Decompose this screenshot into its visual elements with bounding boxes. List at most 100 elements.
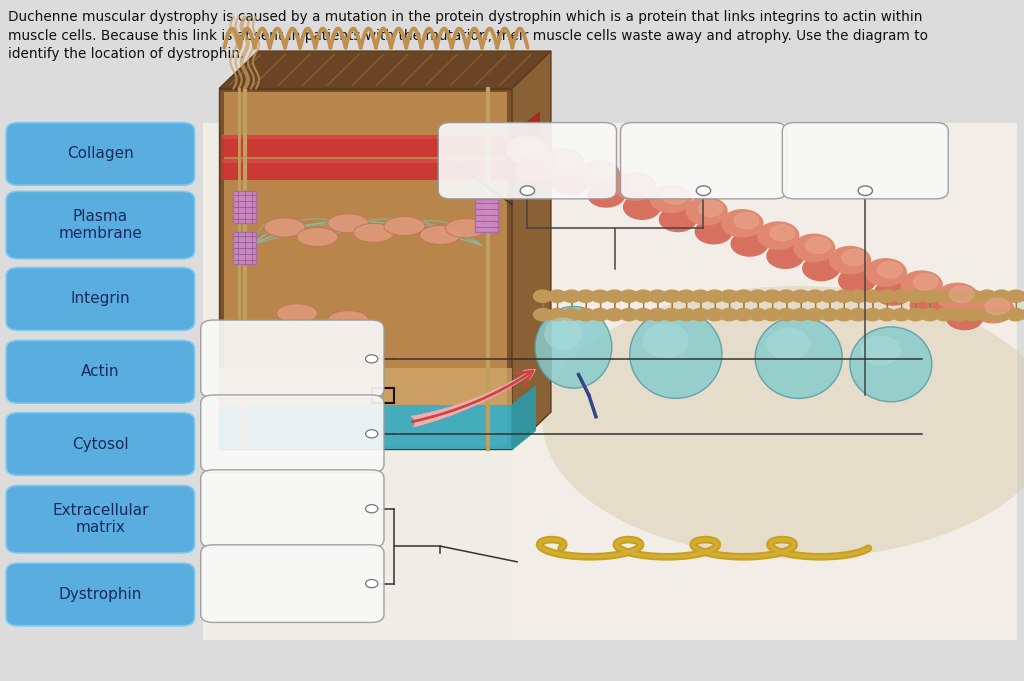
Ellipse shape	[850, 327, 932, 402]
Circle shape	[691, 308, 710, 321]
Circle shape	[763, 290, 781, 302]
Circle shape	[839, 268, 876, 293]
Circle shape	[835, 290, 853, 302]
Circle shape	[663, 188, 687, 204]
FancyBboxPatch shape	[222, 135, 509, 139]
Circle shape	[946, 305, 983, 330]
Circle shape	[562, 290, 581, 302]
Circle shape	[534, 290, 552, 302]
Circle shape	[777, 308, 796, 321]
Ellipse shape	[353, 223, 394, 242]
Circle shape	[949, 308, 968, 321]
Circle shape	[548, 290, 566, 302]
FancyBboxPatch shape	[507, 123, 1017, 640]
Text: Integrin: Integrin	[71, 291, 130, 306]
Circle shape	[591, 308, 609, 321]
FancyBboxPatch shape	[219, 368, 512, 405]
Circle shape	[659, 207, 696, 232]
Circle shape	[973, 296, 1014, 323]
Circle shape	[1021, 308, 1024, 321]
Circle shape	[366, 355, 378, 363]
Circle shape	[892, 308, 910, 321]
Text: Dystrophin: Dystrophin	[58, 587, 142, 602]
Text: Extracellular
matrix: Extracellular matrix	[52, 503, 148, 535]
Circle shape	[763, 308, 781, 321]
Circle shape	[878, 262, 902, 278]
Circle shape	[913, 274, 938, 290]
Circle shape	[534, 308, 552, 321]
FancyBboxPatch shape	[475, 199, 498, 232]
FancyBboxPatch shape	[201, 545, 384, 622]
Circle shape	[695, 219, 732, 244]
FancyBboxPatch shape	[233, 191, 256, 223]
Circle shape	[803, 256, 840, 281]
Circle shape	[878, 308, 896, 321]
FancyBboxPatch shape	[782, 123, 948, 199]
Circle shape	[627, 176, 651, 192]
Circle shape	[878, 290, 896, 302]
Circle shape	[1007, 290, 1024, 302]
FancyBboxPatch shape	[6, 191, 195, 259]
FancyBboxPatch shape	[219, 405, 512, 449]
Ellipse shape	[860, 336, 901, 366]
Circle shape	[770, 225, 795, 241]
Circle shape	[548, 308, 566, 321]
Circle shape	[677, 308, 695, 321]
Circle shape	[579, 161, 620, 188]
Circle shape	[648, 290, 667, 302]
FancyBboxPatch shape	[6, 268, 195, 330]
Circle shape	[849, 290, 867, 302]
Polygon shape	[512, 136, 540, 180]
Ellipse shape	[420, 225, 461, 244]
Circle shape	[992, 308, 1011, 321]
Circle shape	[720, 308, 738, 321]
Polygon shape	[512, 387, 536, 449]
Circle shape	[992, 290, 1011, 302]
Circle shape	[906, 308, 925, 321]
FancyBboxPatch shape	[621, 123, 786, 199]
Polygon shape	[219, 51, 551, 89]
Circle shape	[677, 290, 695, 302]
Circle shape	[985, 298, 1010, 315]
Circle shape	[605, 290, 624, 302]
Circle shape	[749, 308, 767, 321]
Circle shape	[921, 308, 939, 321]
Ellipse shape	[536, 306, 612, 388]
Ellipse shape	[767, 328, 810, 360]
Circle shape	[792, 290, 810, 302]
Circle shape	[901, 271, 942, 298]
Circle shape	[949, 286, 974, 302]
Circle shape	[696, 186, 711, 195]
FancyBboxPatch shape	[201, 320, 384, 398]
Ellipse shape	[544, 317, 583, 350]
Circle shape	[366, 505, 378, 513]
Ellipse shape	[328, 214, 369, 233]
Ellipse shape	[328, 311, 369, 330]
Circle shape	[722, 210, 763, 237]
Text: Actin: Actin	[81, 364, 120, 379]
FancyBboxPatch shape	[224, 92, 507, 446]
FancyBboxPatch shape	[6, 563, 195, 626]
Circle shape	[792, 308, 810, 321]
Circle shape	[706, 308, 724, 321]
Circle shape	[686, 197, 727, 225]
Circle shape	[634, 308, 652, 321]
Circle shape	[829, 247, 870, 274]
Ellipse shape	[264, 218, 305, 237]
Ellipse shape	[630, 310, 722, 398]
Circle shape	[749, 290, 767, 302]
Circle shape	[734, 290, 753, 302]
Circle shape	[835, 308, 853, 321]
Circle shape	[964, 290, 982, 302]
Circle shape	[691, 290, 710, 302]
Circle shape	[820, 290, 839, 302]
Circle shape	[937, 283, 978, 311]
Circle shape	[731, 232, 768, 256]
Circle shape	[624, 195, 660, 219]
Circle shape	[806, 308, 824, 321]
FancyBboxPatch shape	[222, 135, 509, 157]
Circle shape	[634, 290, 652, 302]
FancyBboxPatch shape	[203, 123, 1017, 640]
Circle shape	[366, 580, 378, 588]
Circle shape	[519, 139, 544, 155]
